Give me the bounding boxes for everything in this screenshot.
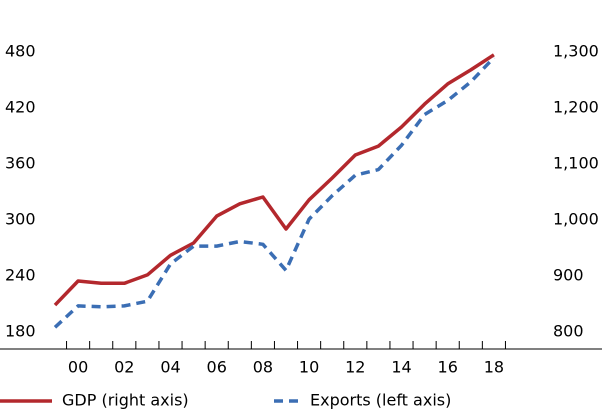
y-tick-label: 180 <box>5 322 36 341</box>
x-tick-label: 04 <box>160 358 180 377</box>
x-tick-label: 18 <box>484 358 504 377</box>
x-tick-label: 02 <box>114 358 134 377</box>
series-line <box>53 53 495 307</box>
y-tick-label: 360 <box>5 154 36 173</box>
y2-tick-label: 1,000 <box>553 210 599 229</box>
y2-tick-label: 900 <box>553 266 584 285</box>
y2-tick-label: 1,200 <box>553 98 599 117</box>
legend-label: GDP (right axis) <box>62 391 189 410</box>
x-tick-label: 00 <box>68 358 88 377</box>
x-tick-label: 12 <box>345 358 365 377</box>
y-tick-label: 420 <box>5 98 36 117</box>
x-tick-label: 08 <box>253 358 273 377</box>
x-tick-label: 16 <box>438 358 458 377</box>
x-tick-label: 10 <box>299 358 319 377</box>
y2-tick-label: 1,300 <box>553 42 599 61</box>
x-tick-label: 06 <box>207 358 227 377</box>
y-tick-label: 480 <box>5 42 36 61</box>
y-tick-label: 240 <box>5 266 36 285</box>
y-tick-label: 300 <box>5 210 36 229</box>
series-line <box>53 56 496 329</box>
legend-label: Exports (left axis) <box>310 391 451 410</box>
x-tick-label: 14 <box>391 358 411 377</box>
y2-tick-label: 800 <box>553 322 584 341</box>
y2-tick-label: 1,100 <box>553 154 599 173</box>
